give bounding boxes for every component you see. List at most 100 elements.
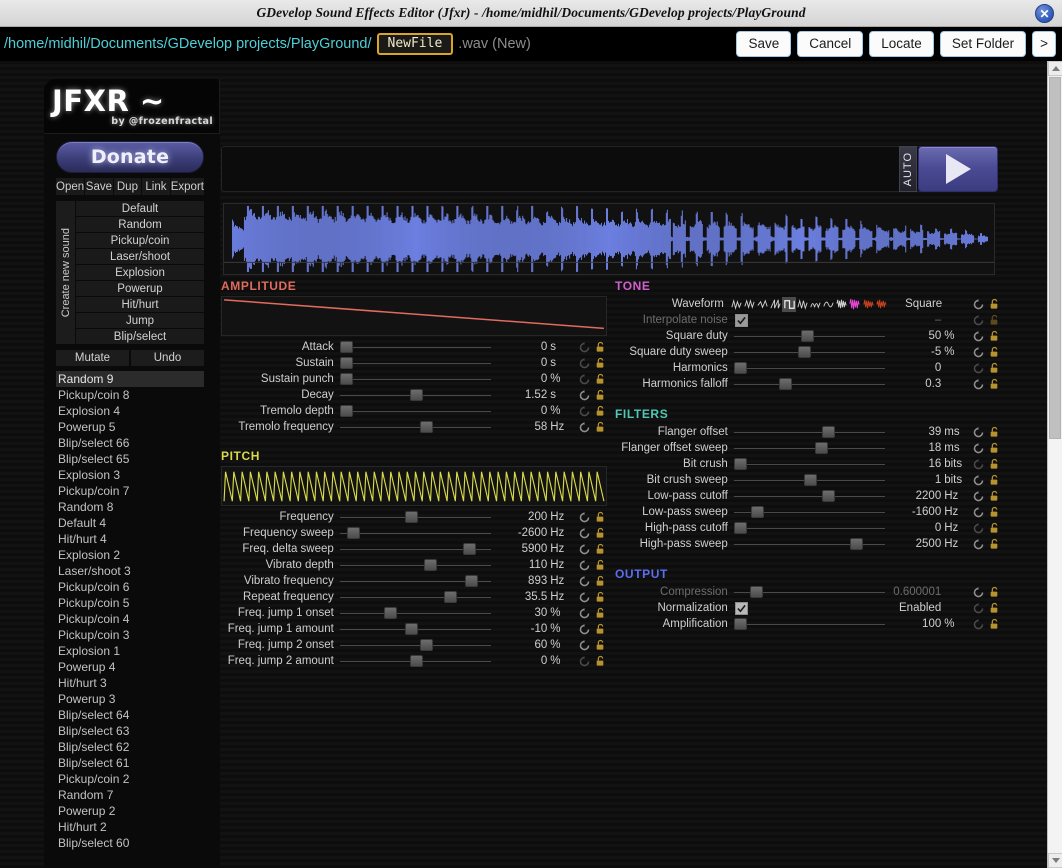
slider-knob[interactable]	[404, 623, 418, 635]
reset-icon[interactable]	[577, 622, 592, 636]
waveform-option-sine[interactable]	[822, 297, 835, 312]
history-item[interactable]: Blip/select 60	[58, 836, 130, 850]
lock-open-icon[interactable]	[592, 590, 607, 604]
waveform-picker[interactable]	[730, 296, 888, 312]
slider-knob[interactable]	[803, 474, 817, 486]
slider-frequency-sweep[interactable]	[339, 526, 491, 540]
slider-sustain[interactable]	[339, 356, 491, 370]
lock-open-icon[interactable]	[592, 574, 607, 588]
reset-icon[interactable]	[577, 558, 592, 572]
slider-vibrato-frequency[interactable]	[339, 574, 491, 588]
history-item[interactable]: Blip/select 61	[58, 756, 130, 770]
history-item[interactable]: Explosion 4	[58, 404, 121, 418]
waveform-option-whitenoise[interactable]	[730, 297, 743, 312]
slider-knob[interactable]	[409, 389, 423, 401]
lock-open-icon[interactable]	[592, 372, 607, 386]
reset-icon[interactable]	[971, 425, 986, 439]
reset-icon[interactable]	[971, 537, 986, 551]
slider-flanger-offset-sweep[interactable]	[733, 441, 885, 455]
slider-knob[interactable]	[849, 538, 863, 550]
reset-icon[interactable]	[971, 457, 986, 471]
history-item[interactable]: Blip/select 62	[58, 740, 130, 754]
preset-pickup-coin[interactable]: Pickup/coin	[76, 233, 204, 248]
slider-knob[interactable]	[339, 341, 353, 353]
history-item[interactable]: Explosion 3	[58, 468, 121, 482]
more-button[interactable]: >	[1032, 31, 1056, 57]
mutate-button[interactable]: Mutate	[56, 350, 129, 366]
close-icon[interactable]: ✕	[1035, 4, 1054, 23]
lock-open-icon[interactable]	[592, 404, 607, 418]
reset-icon[interactable]	[577, 388, 592, 402]
lock-open-icon[interactable]	[592, 510, 607, 524]
play-button[interactable]	[918, 146, 998, 192]
lock-open-icon[interactable]	[986, 617, 1001, 631]
slider-vibrato-depth[interactable]	[339, 558, 491, 572]
waveform-option-square[interactable]	[782, 296, 796, 312]
slider-sustain-punch[interactable]	[339, 372, 491, 386]
waveform-option-breaker[interactable]	[848, 297, 861, 312]
reset-icon[interactable]	[577, 404, 592, 418]
lock-open-icon[interactable]	[986, 537, 1001, 551]
reset-icon[interactable]	[971, 473, 986, 487]
slider-knob[interactable]	[339, 405, 353, 417]
donate-button[interactable]: Donate	[56, 141, 204, 173]
history-item[interactable]: Explosion 1	[58, 644, 121, 658]
save-button[interactable]: Save	[736, 31, 792, 57]
history-item[interactable]: Explosion 2	[58, 548, 121, 562]
reset-icon[interactable]	[971, 617, 986, 631]
locate-button[interactable]: Locate	[869, 31, 934, 57]
reset-icon[interactable]	[577, 590, 592, 604]
history-item[interactable]: Blip/select 64	[58, 708, 130, 722]
scroll-up-arrow-icon[interactable]	[1048, 61, 1062, 76]
preset-powerup[interactable]: Powerup	[76, 281, 204, 296]
slider-low-pass-cutoff[interactable]	[733, 489, 885, 503]
scrollbar-thumb[interactable]	[1049, 77, 1061, 439]
slider-freq-jump-2-onset[interactable]	[339, 638, 491, 652]
history-item[interactable]: Blip/select 63	[58, 724, 130, 738]
reset-icon[interactable]	[577, 420, 592, 434]
slider-high-pass-cutoff[interactable]	[733, 521, 885, 535]
lock-open-icon[interactable]	[592, 526, 607, 540]
slider-knob[interactable]	[383, 607, 397, 619]
slider-knob[interactable]	[733, 458, 747, 470]
preset-laser-shoot[interactable]: Laser/shoot	[76, 249, 204, 264]
waveform-option-noise2[interactable]	[875, 297, 888, 312]
history-item[interactable]: Random 8	[58, 500, 114, 514]
history-item[interactable]: Powerup 2	[58, 804, 116, 818]
waveform-option-brownnoise[interactable]	[756, 297, 769, 312]
reset-icon[interactable]	[971, 521, 986, 535]
preset-explosion[interactable]: Explosion	[76, 265, 204, 280]
slider-bit-crush-sweep[interactable]	[733, 473, 885, 487]
lock-open-icon[interactable]	[986, 377, 1001, 391]
history-item[interactable]: Pickup/coin 5	[58, 596, 130, 610]
dup-button[interactable]: Dup	[113, 178, 142, 195]
lock-open-icon[interactable]	[592, 622, 607, 636]
slider-knob[interactable]	[821, 490, 835, 502]
slider-repeat-frequency[interactable]	[339, 590, 491, 604]
slider-knob[interactable]	[733, 362, 747, 374]
slider-bit-crush[interactable]	[733, 457, 885, 471]
slider-knob[interactable]	[339, 373, 353, 385]
link-button[interactable]: Link	[142, 178, 170, 195]
slider-knob[interactable]	[462, 543, 476, 555]
preset-random[interactable]: Random	[76, 217, 204, 232]
waveform-option-noise1[interactable]	[862, 297, 875, 312]
reset-icon[interactable]	[577, 638, 592, 652]
reset-icon[interactable]	[971, 313, 986, 327]
slider-harmonics-falloff[interactable]	[733, 377, 885, 391]
filename-input[interactable]: NewFile	[376, 33, 454, 55]
lock-open-icon[interactable]	[592, 420, 607, 434]
reset-icon[interactable]	[577, 372, 592, 386]
history-item[interactable]: Pickup/coin 7	[58, 484, 130, 498]
slider-harmonics[interactable]	[733, 361, 885, 375]
slider-freq-delta-sweep[interactable]	[339, 542, 491, 556]
set-folder-button[interactable]: Set Folder	[939, 31, 1027, 57]
reset-icon[interactable]	[577, 542, 592, 556]
undo-button[interactable]: Undo	[131, 350, 204, 366]
lock-open-icon[interactable]	[592, 638, 607, 652]
lock-open-icon[interactable]	[592, 654, 607, 668]
checkbox-normalization[interactable]	[734, 601, 748, 615]
slider-attack[interactable]	[339, 340, 491, 354]
lock-open-icon[interactable]	[986, 361, 1001, 375]
slider-knob[interactable]	[797, 346, 811, 358]
